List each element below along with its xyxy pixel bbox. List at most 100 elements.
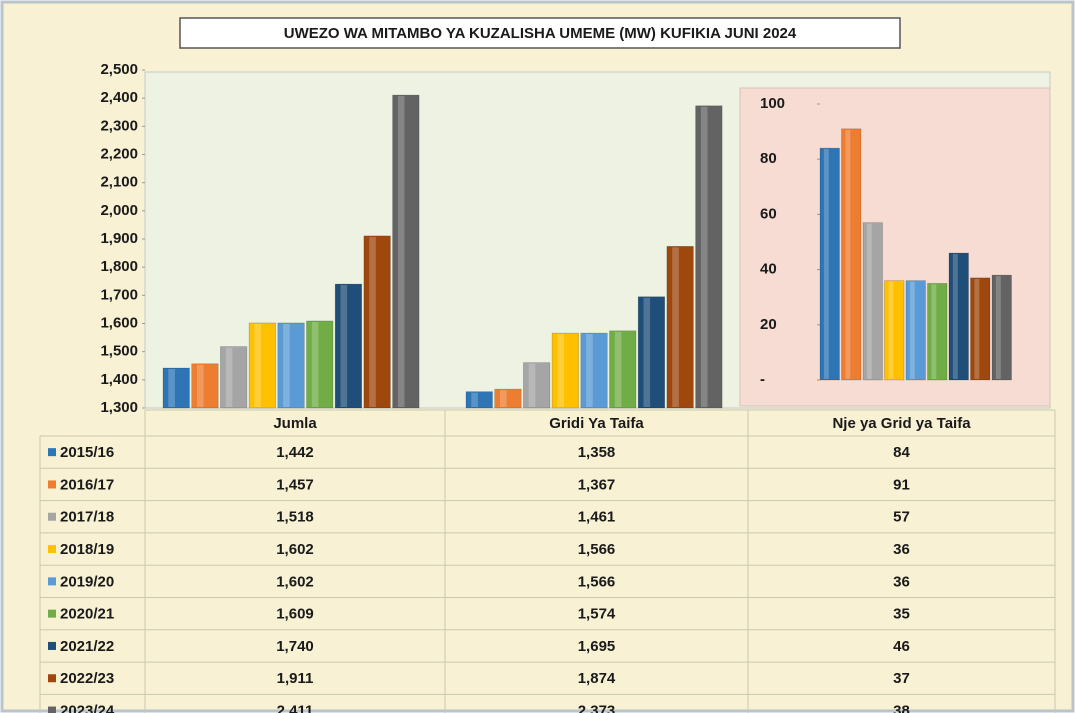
y-tick-label: 2,100 <box>100 174 138 191</box>
bar <box>162 367 190 409</box>
bar <box>248 322 276 409</box>
table-cell: 1,566 <box>578 573 616 590</box>
bar-highlight <box>586 334 593 407</box>
bar-highlight <box>557 334 565 407</box>
y-tick-label: - <box>760 371 765 388</box>
bar <box>970 277 991 381</box>
legend-label: 2021/22 <box>60 638 114 655</box>
table-cell: 36 <box>893 541 910 558</box>
bar <box>905 280 926 381</box>
bar <box>523 362 551 409</box>
table-cell: 37 <box>893 670 910 687</box>
bar <box>991 274 1012 381</box>
table-bg <box>144 409 1056 437</box>
y-tick-label: 1,600 <box>100 314 138 331</box>
y-tick-label: 2,200 <box>100 145 138 162</box>
table-cell: 1,518 <box>276 509 314 526</box>
bar-highlight <box>369 236 376 407</box>
table-cell: 1,461 <box>578 509 616 526</box>
bar-highlight <box>823 149 829 379</box>
legend-label: 2022/23 <box>60 670 114 687</box>
bar <box>695 105 723 409</box>
column-header: Gridi Ya Taifa <box>549 415 644 432</box>
y-tick-label: 1,900 <box>100 230 138 247</box>
table-cell: 1,367 <box>578 476 616 493</box>
y-tick-label: 2,500 <box>100 61 138 78</box>
bar-highlight <box>254 323 262 407</box>
bar <box>220 346 248 409</box>
bar-highlight <box>700 106 708 407</box>
table-cell: 1,911 <box>277 670 314 687</box>
bar-highlight <box>995 276 1001 379</box>
y-tick-label: 40 <box>760 261 777 278</box>
bar <box>637 296 666 409</box>
y-tick-label: 1,500 <box>100 343 138 360</box>
table-cell: 1,609 <box>276 606 314 623</box>
y-tick-label: 1,700 <box>100 286 138 303</box>
bar-highlight <box>974 278 980 379</box>
bar-highlight <box>397 96 405 408</box>
bar-highlight <box>931 284 937 379</box>
bar <box>819 147 840 381</box>
bar <box>494 388 522 409</box>
bar <box>884 280 905 381</box>
bar-highlight <box>225 347 233 407</box>
table-cell: 1,358 <box>578 444 616 461</box>
bar <box>666 246 694 409</box>
bar <box>551 332 579 409</box>
legend-label: 2023/24 <box>60 703 115 713</box>
bar-highlight <box>952 254 958 379</box>
bar-highlight <box>909 281 915 379</box>
table-cell: 1,740 <box>276 638 314 655</box>
bar <box>862 222 883 381</box>
y-tick-label: 80 <box>760 150 777 167</box>
bar <box>277 322 305 409</box>
bar <box>392 94 420 409</box>
table-cell: 38 <box>893 703 910 713</box>
y-tick-label: 1,300 <box>100 399 138 416</box>
legend-label: 2017/18 <box>60 509 114 526</box>
table-cell: 1,574 <box>578 606 616 623</box>
y-tick-label: 100 <box>760 95 785 112</box>
title-box <box>179 17 901 49</box>
bar <box>363 235 391 409</box>
legend-swatch <box>48 545 56 554</box>
legend-label: 2019/20 <box>60 573 114 590</box>
bar-highlight <box>866 223 872 379</box>
y-tick-label: 1,800 <box>100 258 138 275</box>
bar-highlight <box>283 323 290 407</box>
bar-highlight <box>888 281 894 379</box>
bar <box>927 283 948 381</box>
bar-highlight <box>340 285 348 407</box>
legend-label: 2018/19 <box>60 541 114 558</box>
bar-highlight <box>643 297 651 407</box>
table-cell: 36 <box>893 573 910 590</box>
legend-swatch <box>48 480 56 489</box>
legend-swatch <box>48 512 56 521</box>
bar <box>841 128 862 381</box>
column-header: Jumla <box>273 415 317 432</box>
bar-highlight <box>311 321 319 407</box>
bar-highlight <box>168 369 175 407</box>
y-tick-label: 2,300 <box>100 117 138 134</box>
table-cell: 1,874 <box>578 670 616 687</box>
bar <box>465 391 493 409</box>
bar-highlight <box>500 390 507 407</box>
table-cell: 1,602 <box>276 573 314 590</box>
bar <box>306 320 334 409</box>
table-cell: 1,566 <box>578 541 616 558</box>
bar <box>334 283 363 409</box>
legend-swatch <box>48 609 56 618</box>
bar <box>191 363 219 409</box>
table-cell: 91 <box>893 476 910 493</box>
bar <box>609 330 637 409</box>
bar <box>580 332 608 409</box>
table-cell: 46 <box>893 638 910 655</box>
legend-label: 2015/16 <box>60 444 114 461</box>
table-cell: 35 <box>893 606 910 623</box>
table-cell: 2,411 <box>277 703 314 713</box>
bar-highlight <box>471 392 478 407</box>
column-header: Nje ya Grid ya Taifa <box>832 415 971 432</box>
